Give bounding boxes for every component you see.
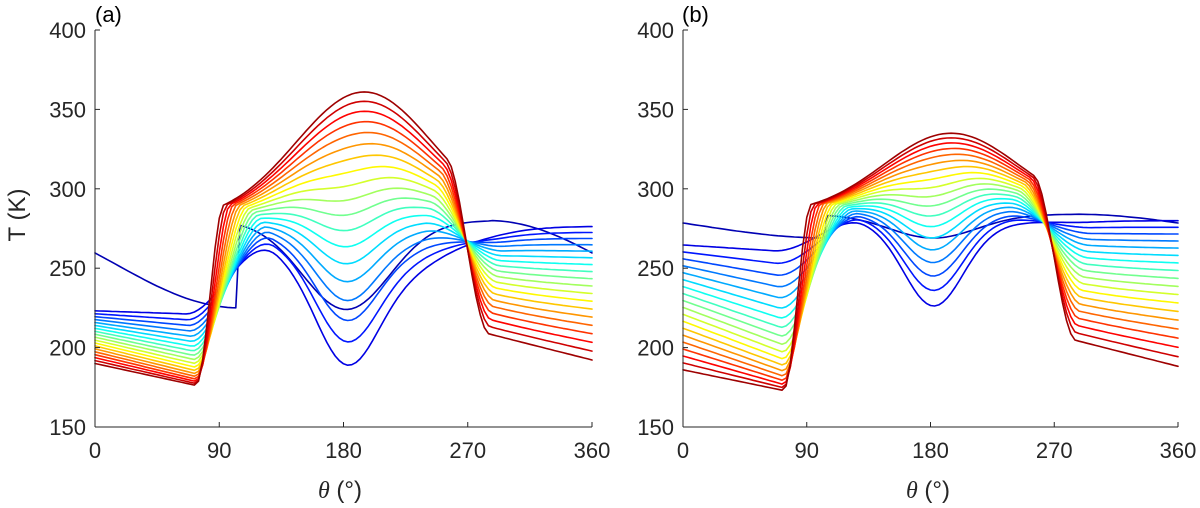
y-tick-label: 200	[637, 336, 674, 361]
panel-a-xlabel-unit: (°)	[330, 477, 362, 504]
x-tick-label: 0	[89, 438, 101, 463]
series-line	[94, 197, 593, 356]
x-tick-label: 90	[207, 438, 231, 463]
panel-b-xlabel-symbol: θ	[906, 478, 918, 504]
panel-b-series	[682, 132, 1179, 391]
series-line	[682, 165, 1179, 366]
panel-b-label: (b)	[682, 2, 709, 27]
y-tick-label: 350	[637, 97, 674, 122]
series-line	[94, 221, 593, 342]
y-tick-label: 350	[49, 97, 86, 122]
panel-a-xlabel-symbol: θ	[318, 478, 330, 504]
y-tick-label: 150	[49, 415, 86, 440]
series-line	[94, 91, 593, 386]
series-line	[682, 202, 1179, 309]
panel-b-xlabel: θ (°)	[906, 477, 950, 504]
series-line	[682, 171, 1179, 360]
series-line	[682, 219, 1179, 307]
y-tick-label: 300	[49, 177, 86, 202]
series-line	[94, 187, 593, 361]
series-line	[94, 176, 593, 365]
panel-b-axes: 0 90 180 270 360 150 200 250 300 350 400	[637, 18, 1196, 463]
series-line	[94, 120, 593, 380]
panel-b: (b) 0 90 180 270 360 150 200 250 300 350 400 θ (°)	[637, 2, 1196, 504]
series-line	[94, 206, 593, 352]
series-line	[94, 219, 593, 311]
series-line	[682, 153, 1179, 377]
series-line	[94, 142, 593, 375]
x-tick-label: 180	[325, 438, 362, 463]
series-line	[682, 183, 1179, 345]
series-line	[682, 215, 1179, 277]
y-tick-label: 250	[49, 256, 86, 281]
series-line	[682, 177, 1179, 353]
series-line	[682, 193, 1179, 329]
y-tick-label: 300	[637, 177, 674, 202]
series-line	[94, 110, 593, 382]
y-tick-label: 400	[49, 18, 86, 43]
series-line	[682, 206, 1179, 299]
series-line	[682, 219, 1179, 292]
series-line	[94, 165, 593, 368]
series-line	[94, 231, 593, 343]
x-tick-label: 0	[677, 438, 689, 463]
series-line	[94, 225, 593, 366]
panel-a-xlabel: θ (°)	[318, 477, 362, 504]
x-tick-label: 360	[574, 438, 611, 463]
series-line	[682, 147, 1179, 381]
panel-a: (a) 0 90 180 270 360 150 200 250 300 350 400 T (K)…	[4, 2, 610, 504]
series-line	[682, 188, 1179, 337]
y-tick-label: 250	[637, 256, 674, 281]
series-line	[682, 132, 1179, 391]
x-tick-label: 360	[1160, 438, 1197, 463]
panel-a-series	[94, 91, 593, 386]
panel-a-axes: 0 90 180 270 360 150 200 250 300 350 400	[49, 18, 610, 463]
series-line	[94, 231, 593, 332]
y-tick-label: 200	[49, 336, 86, 361]
series-line	[682, 197, 1179, 319]
x-tick-label: 90	[795, 438, 819, 463]
series-line	[94, 237, 593, 327]
y-tick-label: 150	[637, 415, 674, 440]
series-line	[682, 210, 1179, 288]
y-tick-label: 400	[637, 18, 674, 43]
panel-a-ylabel: T (K)	[4, 189, 31, 242]
x-tick-label: 180	[912, 438, 949, 463]
x-tick-label: 270	[1036, 438, 1073, 463]
series-line	[682, 137, 1179, 389]
series-line	[94, 214, 593, 347]
series-line	[682, 159, 1179, 372]
panel-a-label: (a)	[95, 2, 122, 27]
series-line	[94, 131, 593, 377]
x-tick-label: 270	[449, 438, 486, 463]
series-line	[682, 142, 1179, 385]
series-line	[94, 226, 593, 337]
series-line	[94, 100, 593, 384]
series-line	[94, 154, 593, 372]
panel-b-xlabel-unit: (°)	[918, 477, 950, 504]
